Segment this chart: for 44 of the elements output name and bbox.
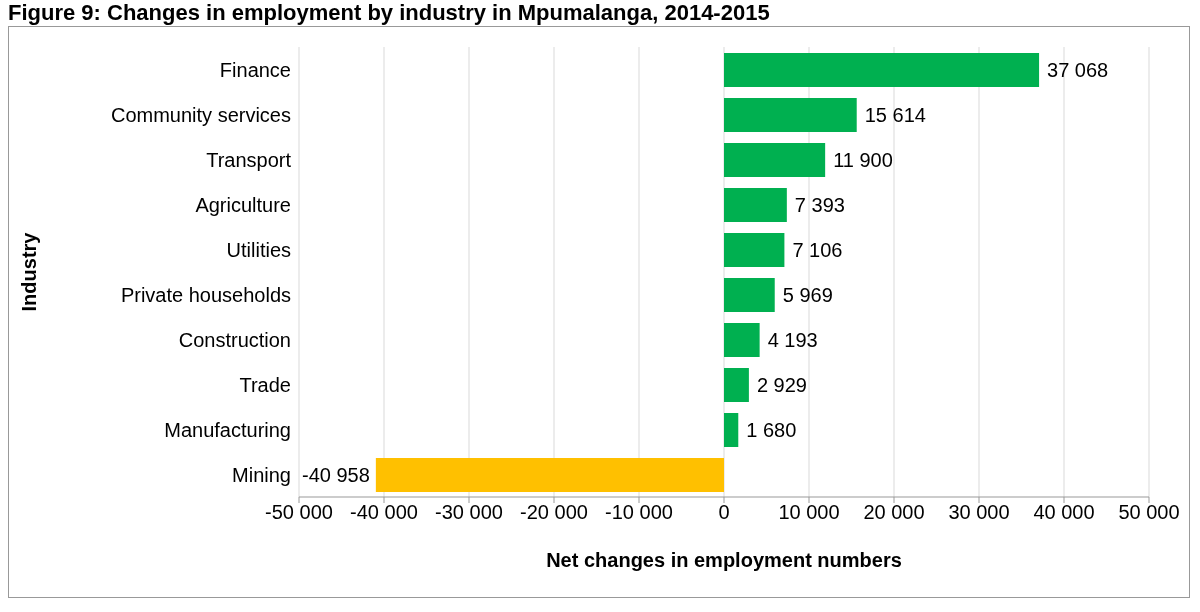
bar (724, 323, 760, 357)
y-tick-label: Transport (206, 148, 292, 171)
data-label: 7 106 (792, 239, 843, 261)
x-tick-label: 30 000 (948, 501, 1010, 524)
x-tick-label: -50 000 (265, 501, 333, 524)
y-tick-label: Agriculture (195, 193, 291, 216)
y-tick-label: Mining (232, 463, 291, 486)
data-label: 4 193 (767, 329, 818, 351)
y-tick-label: Finance (219, 58, 291, 81)
bar (724, 233, 785, 267)
bar (724, 53, 1040, 87)
x-tick-label: 10 000 (778, 501, 840, 524)
bar (724, 413, 739, 447)
y-tick-label: Utilities (226, 238, 291, 261)
data-label: 1 680 (746, 419, 797, 441)
bar (724, 143, 826, 177)
x-tick-label: 0 (718, 501, 730, 524)
chart-title: Figure 9: Changes in employment by industry in Mpumalanga, 2014-2015 (8, 0, 771, 26)
data-label: -40 958 (302, 464, 370, 486)
y-tick-label: Trade (239, 373, 291, 396)
y-tick-label: Construction (178, 328, 291, 351)
x-tick-label: -20 000 (520, 501, 588, 524)
data-label: 37 068 (1047, 59, 1109, 81)
data-label: 5 969 (782, 284, 833, 306)
bar (724, 278, 775, 312)
x-tick-label: -30 000 (435, 501, 503, 524)
x-tick-label: 20 000 (863, 501, 925, 524)
x-tick-label: -40 000 (350, 501, 418, 524)
y-tick-label: Community services (110, 103, 291, 126)
data-label: 2 929 (756, 374, 807, 396)
data-label: 15 614 (864, 104, 926, 126)
bar (724, 188, 787, 222)
y-axis-title: Industry (18, 231, 41, 312)
x-tick-label: -10 000 (605, 501, 673, 524)
data-label: 11 900 (833, 149, 893, 171)
x-tick-label: 50 000 (1118, 501, 1180, 524)
x-axis-title: Net changes in employment numbers (546, 549, 902, 571)
x-tick-label: 40 000 (1033, 501, 1095, 524)
y-tick-label: Private households (120, 283, 291, 306)
data-label: 7 393 (794, 194, 845, 216)
bar (375, 458, 724, 492)
y-tick-label: Manufacturing (164, 418, 291, 441)
bar (724, 368, 749, 402)
bar (724, 98, 857, 132)
